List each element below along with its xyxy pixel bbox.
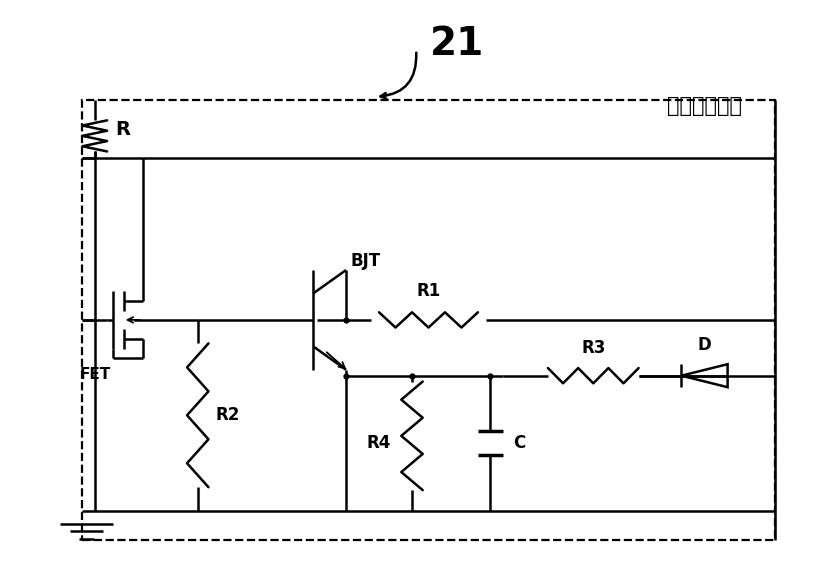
- Text: FET: FET: [79, 367, 110, 382]
- Text: R2: R2: [216, 406, 241, 424]
- Text: 21: 21: [430, 25, 485, 63]
- Text: C: C: [513, 434, 526, 452]
- Text: D: D: [698, 336, 711, 354]
- Text: R: R: [115, 120, 130, 139]
- Text: 第一放电电路: 第一放电电路: [667, 96, 742, 116]
- Text: BJT: BJT: [350, 252, 381, 270]
- Bar: [82, 100, 775, 540]
- Text: R4: R4: [367, 434, 391, 452]
- Text: R3: R3: [581, 339, 606, 357]
- Text: R1: R1: [416, 282, 441, 299]
